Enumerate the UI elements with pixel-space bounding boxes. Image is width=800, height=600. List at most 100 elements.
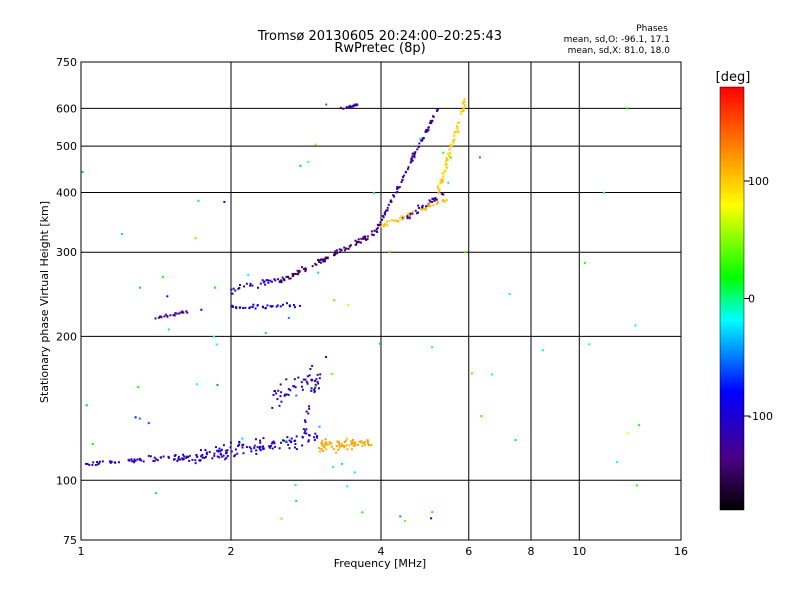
data-point (185, 310, 188, 313)
colorbar-tick-label: 100 (748, 175, 769, 188)
data-point (352, 438, 355, 441)
data-point (244, 306, 247, 309)
data-point (101, 460, 104, 463)
data-point (441, 172, 444, 175)
data-point (304, 378, 307, 381)
data-point (139, 286, 142, 289)
data-point (426, 129, 429, 132)
data-point (140, 459, 143, 462)
data-point (278, 447, 281, 450)
data-point (368, 444, 371, 447)
data-point (220, 448, 223, 451)
data-point (261, 279, 264, 282)
data-point (294, 272, 297, 275)
data-point (411, 159, 414, 162)
data-point (291, 272, 294, 275)
data-point (295, 394, 298, 397)
data-point (147, 422, 150, 425)
data-point (293, 446, 296, 449)
data-point (259, 282, 262, 285)
data-point (304, 270, 307, 273)
data-point (161, 275, 164, 278)
data-point (401, 178, 404, 181)
data-point (429, 121, 432, 124)
data-point (245, 446, 248, 449)
data-point (353, 442, 356, 445)
data-point (411, 212, 414, 215)
data-point (324, 260, 327, 263)
data-point (311, 364, 314, 367)
data-point (303, 419, 306, 422)
data-point (635, 484, 638, 487)
data-point (187, 456, 190, 459)
data-point (441, 178, 444, 181)
data-point (320, 258, 323, 261)
data-point (216, 449, 219, 452)
data-point (153, 460, 156, 463)
data-point (273, 442, 276, 445)
data-point (376, 227, 379, 230)
data-point (414, 151, 417, 154)
data-point (185, 456, 188, 459)
data-point (186, 311, 189, 314)
data-point (410, 157, 413, 160)
data-point (262, 445, 265, 448)
data-point (346, 448, 349, 451)
data-point (419, 137, 422, 140)
data-point (278, 404, 281, 407)
data-point (402, 215, 405, 218)
data-point (256, 446, 259, 449)
data-point (218, 456, 221, 459)
data-point (203, 456, 206, 459)
data-point (438, 190, 441, 193)
data-point (348, 245, 351, 248)
data-point (431, 511, 434, 514)
y-tick-label: 600 (56, 102, 77, 115)
data-point (423, 207, 426, 210)
data-point (238, 441, 241, 444)
data-point (362, 237, 365, 240)
data-point (305, 380, 308, 383)
data-point (157, 316, 160, 319)
data-point (395, 219, 398, 222)
data-point (269, 279, 272, 282)
data-point (342, 444, 345, 447)
data-point (314, 143, 317, 146)
data-point (295, 499, 298, 502)
data-point (280, 517, 283, 520)
data-point (264, 283, 267, 286)
data-point (338, 444, 341, 447)
data-point (308, 434, 311, 437)
data-point (212, 335, 215, 338)
data-point (304, 421, 307, 424)
data-point (364, 236, 367, 239)
data-point (350, 448, 353, 451)
chart-title-line2: RwPretec (8p) (334, 41, 425, 56)
data-point (270, 442, 273, 445)
data-point (134, 416, 137, 419)
x-tick-label: 4 (378, 545, 385, 558)
data-point (225, 449, 228, 452)
data-point (298, 270, 301, 273)
data-point (109, 461, 112, 464)
data-point (440, 181, 443, 184)
data-point (425, 130, 428, 133)
data-point (269, 445, 272, 448)
data-point (222, 444, 225, 447)
data-point (490, 373, 493, 376)
data-point (285, 393, 288, 396)
data-point (358, 440, 361, 443)
data-point (349, 244, 352, 247)
data-point (166, 314, 169, 317)
data-point (435, 109, 438, 112)
data-point (335, 445, 338, 448)
data-point (363, 441, 366, 444)
data-point (234, 289, 237, 292)
data-point (307, 160, 310, 163)
data-point (386, 206, 389, 209)
data-point (285, 275, 288, 278)
data-point (318, 425, 321, 428)
data-point (198, 459, 201, 462)
data-point (438, 188, 441, 191)
data-point (288, 447, 291, 450)
